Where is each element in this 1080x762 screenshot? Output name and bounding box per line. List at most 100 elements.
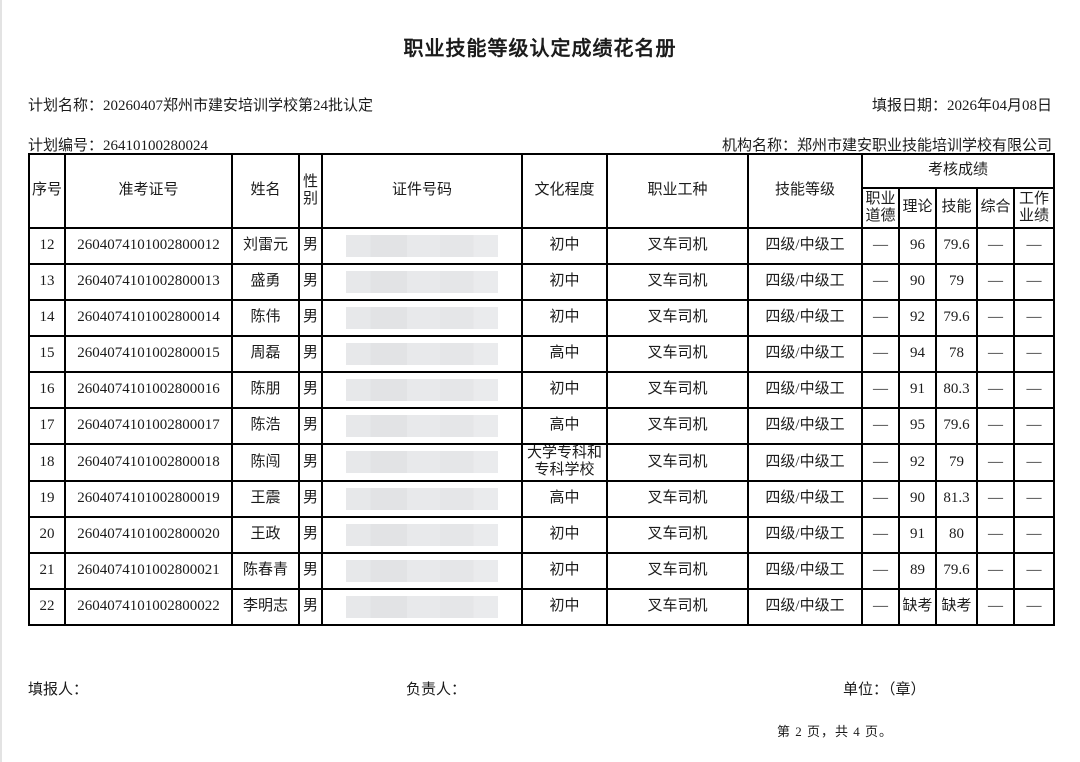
page-title: 职业技能等级认定成绩花名册 — [403, 38, 677, 60]
col-header-skill: 技能 — [935, 187, 978, 229]
cell-exam-no: 2604074101002800016 — [64, 371, 233, 409]
cell-work: — — [1012, 263, 1056, 301]
cell-theory: 96 — [898, 227, 937, 265]
table-body: 12 2604074101002800012 刘雷元男初中 叉车司机 四级/中级工 —96… — [28, 227, 1056, 626]
cell-ethics: — — [861, 587, 900, 626]
cell-comprehensive: — — [976, 263, 1015, 301]
redaction-block — [346, 451, 498, 474]
cell-no: 13 — [28, 263, 66, 301]
cell-occupation: 叉车司机 — [606, 371, 749, 409]
cell-comprehensive: — — [976, 515, 1015, 554]
cell-name: 李明志 — [231, 587, 300, 626]
table-row: 13 2604074101002800013 盛勇男初中 叉车司机 四级/中级工 —90 7… — [28, 263, 1056, 301]
cell-ethics: — — [861, 551, 900, 590]
unit-seal-label: 单位：（章） — [843, 682, 926, 698]
cell-name: 陈闯 — [231, 443, 300, 482]
redaction-block — [346, 307, 498, 329]
cell-comprehensive: — — [976, 443, 1015, 482]
cell-name: 陈浩 — [231, 407, 300, 445]
cell-gender: 男 — [298, 551, 323, 590]
cell-exam-no: 2604074101002800020 — [64, 515, 233, 554]
cell-level: 四级/中级工 — [747, 479, 863, 518]
cell-id-number-redacted — [321, 479, 523, 518]
cell-level: 四级/中级工 — [747, 371, 863, 409]
cell-no: 17 — [28, 407, 66, 445]
cell-ethics: — — [861, 479, 900, 518]
col-header-scores-group: 考核成绩 — [860, 153, 1056, 189]
col-header-education: 文化程度 — [521, 153, 608, 229]
cell-education: 初中 — [521, 227, 608, 265]
cell-name: 王震 — [231, 479, 300, 518]
cell-ethics: — — [861, 371, 900, 409]
cell-education: 初中 — [521, 299, 608, 337]
cell-gender: 男 — [298, 299, 323, 337]
cell-skill: 78 — [935, 335, 978, 373]
plan-number-label: 计划编号： — [28, 138, 104, 154]
cell-no: 21 — [28, 551, 66, 590]
table-row: 16 2604074101002800016 陈朋男初中 叉车司机 四级/中级工 —91 8… — [28, 371, 1056, 409]
cell-level: 四级/中级工 — [747, 587, 863, 626]
cell-work: — — [1012, 479, 1056, 518]
cell-work: — — [1012, 407, 1056, 445]
redaction-block — [346, 235, 498, 257]
cell-gender: 男 — [298, 515, 323, 554]
cell-occupation: 叉车司机 — [606, 335, 749, 373]
table-row: 14 2604074101002800014 陈伟男初中 叉车司机 四级/中级工 —92 7… — [28, 299, 1056, 337]
cell-level: 四级/中级工 — [747, 407, 863, 445]
cell-comprehensive: — — [976, 335, 1015, 373]
cell-gender: 男 — [298, 227, 323, 265]
cell-work: — — [1012, 335, 1056, 373]
cell-comprehensive: — — [976, 587, 1015, 626]
org-name: 机构名称：郑州市建安职业技能培训学校有限公司 — [722, 134, 1052, 155]
cell-education: 高中 — [521, 479, 608, 518]
cell-no: 14 — [28, 299, 66, 337]
table-row: 19 2604074101002800019 王震男高中 叉车司机 四级/中级工 —90 8… — [28, 479, 1056, 518]
cell-skill: 79.6 — [935, 551, 978, 590]
cell-ethics: — — [861, 407, 900, 445]
plan-number-value: 26410100280024 — [103, 138, 209, 154]
cell-name: 周磊 — [231, 335, 300, 373]
cell-comprehensive: — — [976, 227, 1015, 265]
cell-name: 陈伟 — [231, 299, 300, 337]
cell-id-number-redacted — [321, 443, 523, 482]
cell-skill: 缺考 — [935, 587, 978, 626]
cell-gender: 男 — [298, 263, 323, 301]
cell-theory: 91 — [898, 515, 937, 554]
cell-name: 陈春青 — [231, 551, 300, 590]
cell-comprehensive: — — [976, 551, 1015, 590]
cell-level: 四级/中级工 — [747, 515, 863, 554]
cell-theory: 90 — [898, 263, 937, 301]
cell-ethics: — — [861, 335, 900, 373]
cell-work: — — [1012, 371, 1056, 409]
col-header-no: 序号 — [28, 153, 66, 229]
cell-id-number-redacted — [321, 335, 523, 373]
org-name-label: 机构名称： — [721, 138, 797, 154]
cell-work: — — [1012, 587, 1056, 626]
cell-ethics: — — [861, 443, 900, 482]
redaction-block — [346, 523, 498, 546]
col-header-theory: 理论 — [898, 187, 937, 229]
cell-id-number-redacted — [321, 587, 523, 626]
col-header-comprehensive: 综合 — [976, 187, 1015, 229]
cell-education: 初中 — [521, 587, 608, 626]
cell-skill: 80.3 — [935, 371, 978, 409]
cell-id-number-redacted — [321, 299, 523, 337]
cell-name: 盛勇 — [231, 263, 300, 301]
cell-comprehensive: — — [976, 371, 1015, 409]
cell-occupation: 叉车司机 — [606, 443, 749, 482]
cell-name: 王政 — [231, 515, 300, 554]
cell-occupation: 叉车司机 — [606, 299, 749, 337]
cell-theory: 89 — [898, 551, 937, 590]
cell-no: 20 — [28, 515, 66, 554]
cell-level: 四级/中级工 — [747, 263, 863, 301]
table-row: 17 2604074101002800017 陈浩男高中 叉车司机 四级/中级工 —95 7… — [28, 407, 1056, 445]
cell-exam-no: 2604074101002800014 — [64, 299, 233, 337]
plan-name-label: 计划名称： — [28, 98, 104, 114]
cell-education: 初中 — [521, 551, 608, 590]
cell-level: 四级/中级工 — [747, 443, 863, 482]
cell-theory: 92 — [898, 443, 937, 482]
cell-skill: 79 — [935, 443, 978, 482]
cell-work: — — [1012, 227, 1056, 265]
cell-name: 刘雷元 — [231, 227, 300, 265]
cell-work: — — [1012, 299, 1056, 337]
